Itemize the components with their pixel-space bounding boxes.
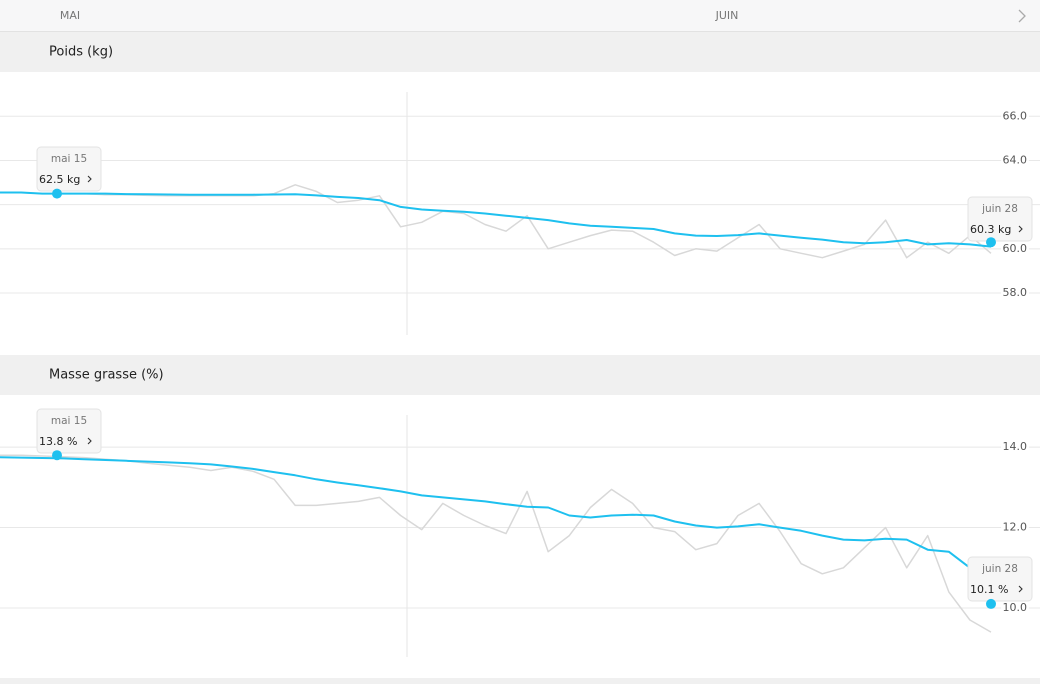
section-title: Poids (kg) bbox=[49, 45, 113, 60]
measure-line bbox=[0, 454, 992, 633]
tooltip-value: 60.3 kg bbox=[970, 223, 1011, 236]
tooltip-date: juin 28 bbox=[981, 203, 1018, 215]
tooltip-value: 10.1 % bbox=[970, 583, 1008, 596]
tick-label-bg bbox=[1001, 279, 1029, 308]
y-tick-label: 10.0 bbox=[1003, 601, 1028, 614]
month-bar bbox=[0, 0, 1040, 32]
tick-label-bg bbox=[1001, 513, 1029, 542]
tooltip-date: mai 15 bbox=[51, 415, 87, 427]
section-header bbox=[0, 32, 1040, 72]
value-tooltip[interactable]: juin 28 10.1 % bbox=[967, 556, 1033, 602]
y-tick-label: 14.0 bbox=[1003, 440, 1028, 453]
section-header bbox=[0, 355, 1040, 395]
tooltip-value: 13.8 % bbox=[39, 435, 77, 448]
trend-line bbox=[0, 456, 992, 603]
tick-label-bg bbox=[1001, 234, 1029, 263]
value-tooltip[interactable]: mai 15 13.8 % bbox=[36, 408, 102, 454]
tick-label-bg bbox=[1001, 146, 1029, 175]
tick-label-bg bbox=[1001, 433, 1029, 462]
trend-line bbox=[0, 191, 992, 248]
month-label: JUIN bbox=[715, 9, 739, 22]
tooltip-dot bbox=[52, 188, 62, 199]
measure-line bbox=[0, 184, 992, 259]
y-tick-label: 64.0 bbox=[1003, 153, 1028, 166]
next-arrow[interactable] bbox=[1018, 9, 1026, 23]
value-tooltip[interactable]: juin 28 60.3 kg bbox=[967, 196, 1033, 242]
tooltip-date: mai 15 bbox=[51, 153, 87, 165]
y-tick-label: 58.0 bbox=[1003, 286, 1028, 299]
value-tooltip[interactable]: mai 15 62.5 kg bbox=[36, 146, 102, 192]
tooltip-chevron bbox=[87, 437, 92, 445]
y-tick-label: 66.0 bbox=[1003, 109, 1028, 122]
tooltip-chevron bbox=[1018, 225, 1023, 233]
y-tick-label: 12.0 bbox=[1003, 521, 1028, 534]
section-title: Masse grasse (%) bbox=[49, 368, 164, 383]
tooltip-date: juin 28 bbox=[981, 563, 1018, 575]
tick-label-bg bbox=[1001, 102, 1029, 131]
tooltip-chevron bbox=[1018, 585, 1023, 593]
tooltip-box bbox=[36, 146, 102, 192]
tooltip-value: 62.5 kg bbox=[39, 173, 80, 186]
tooltip-box bbox=[967, 556, 1033, 602]
tooltip-box bbox=[36, 408, 102, 454]
month-label: MAI bbox=[60, 9, 80, 22]
y-tick-label: 60.0 bbox=[1003, 242, 1028, 255]
tooltip-dot bbox=[986, 598, 996, 609]
tooltip-dot bbox=[986, 237, 996, 248]
bottom-band bbox=[0, 678, 1040, 684]
tooltip-box bbox=[967, 196, 1033, 242]
tooltip-dot bbox=[52, 450, 62, 461]
tooltip-chevron bbox=[87, 175, 92, 183]
